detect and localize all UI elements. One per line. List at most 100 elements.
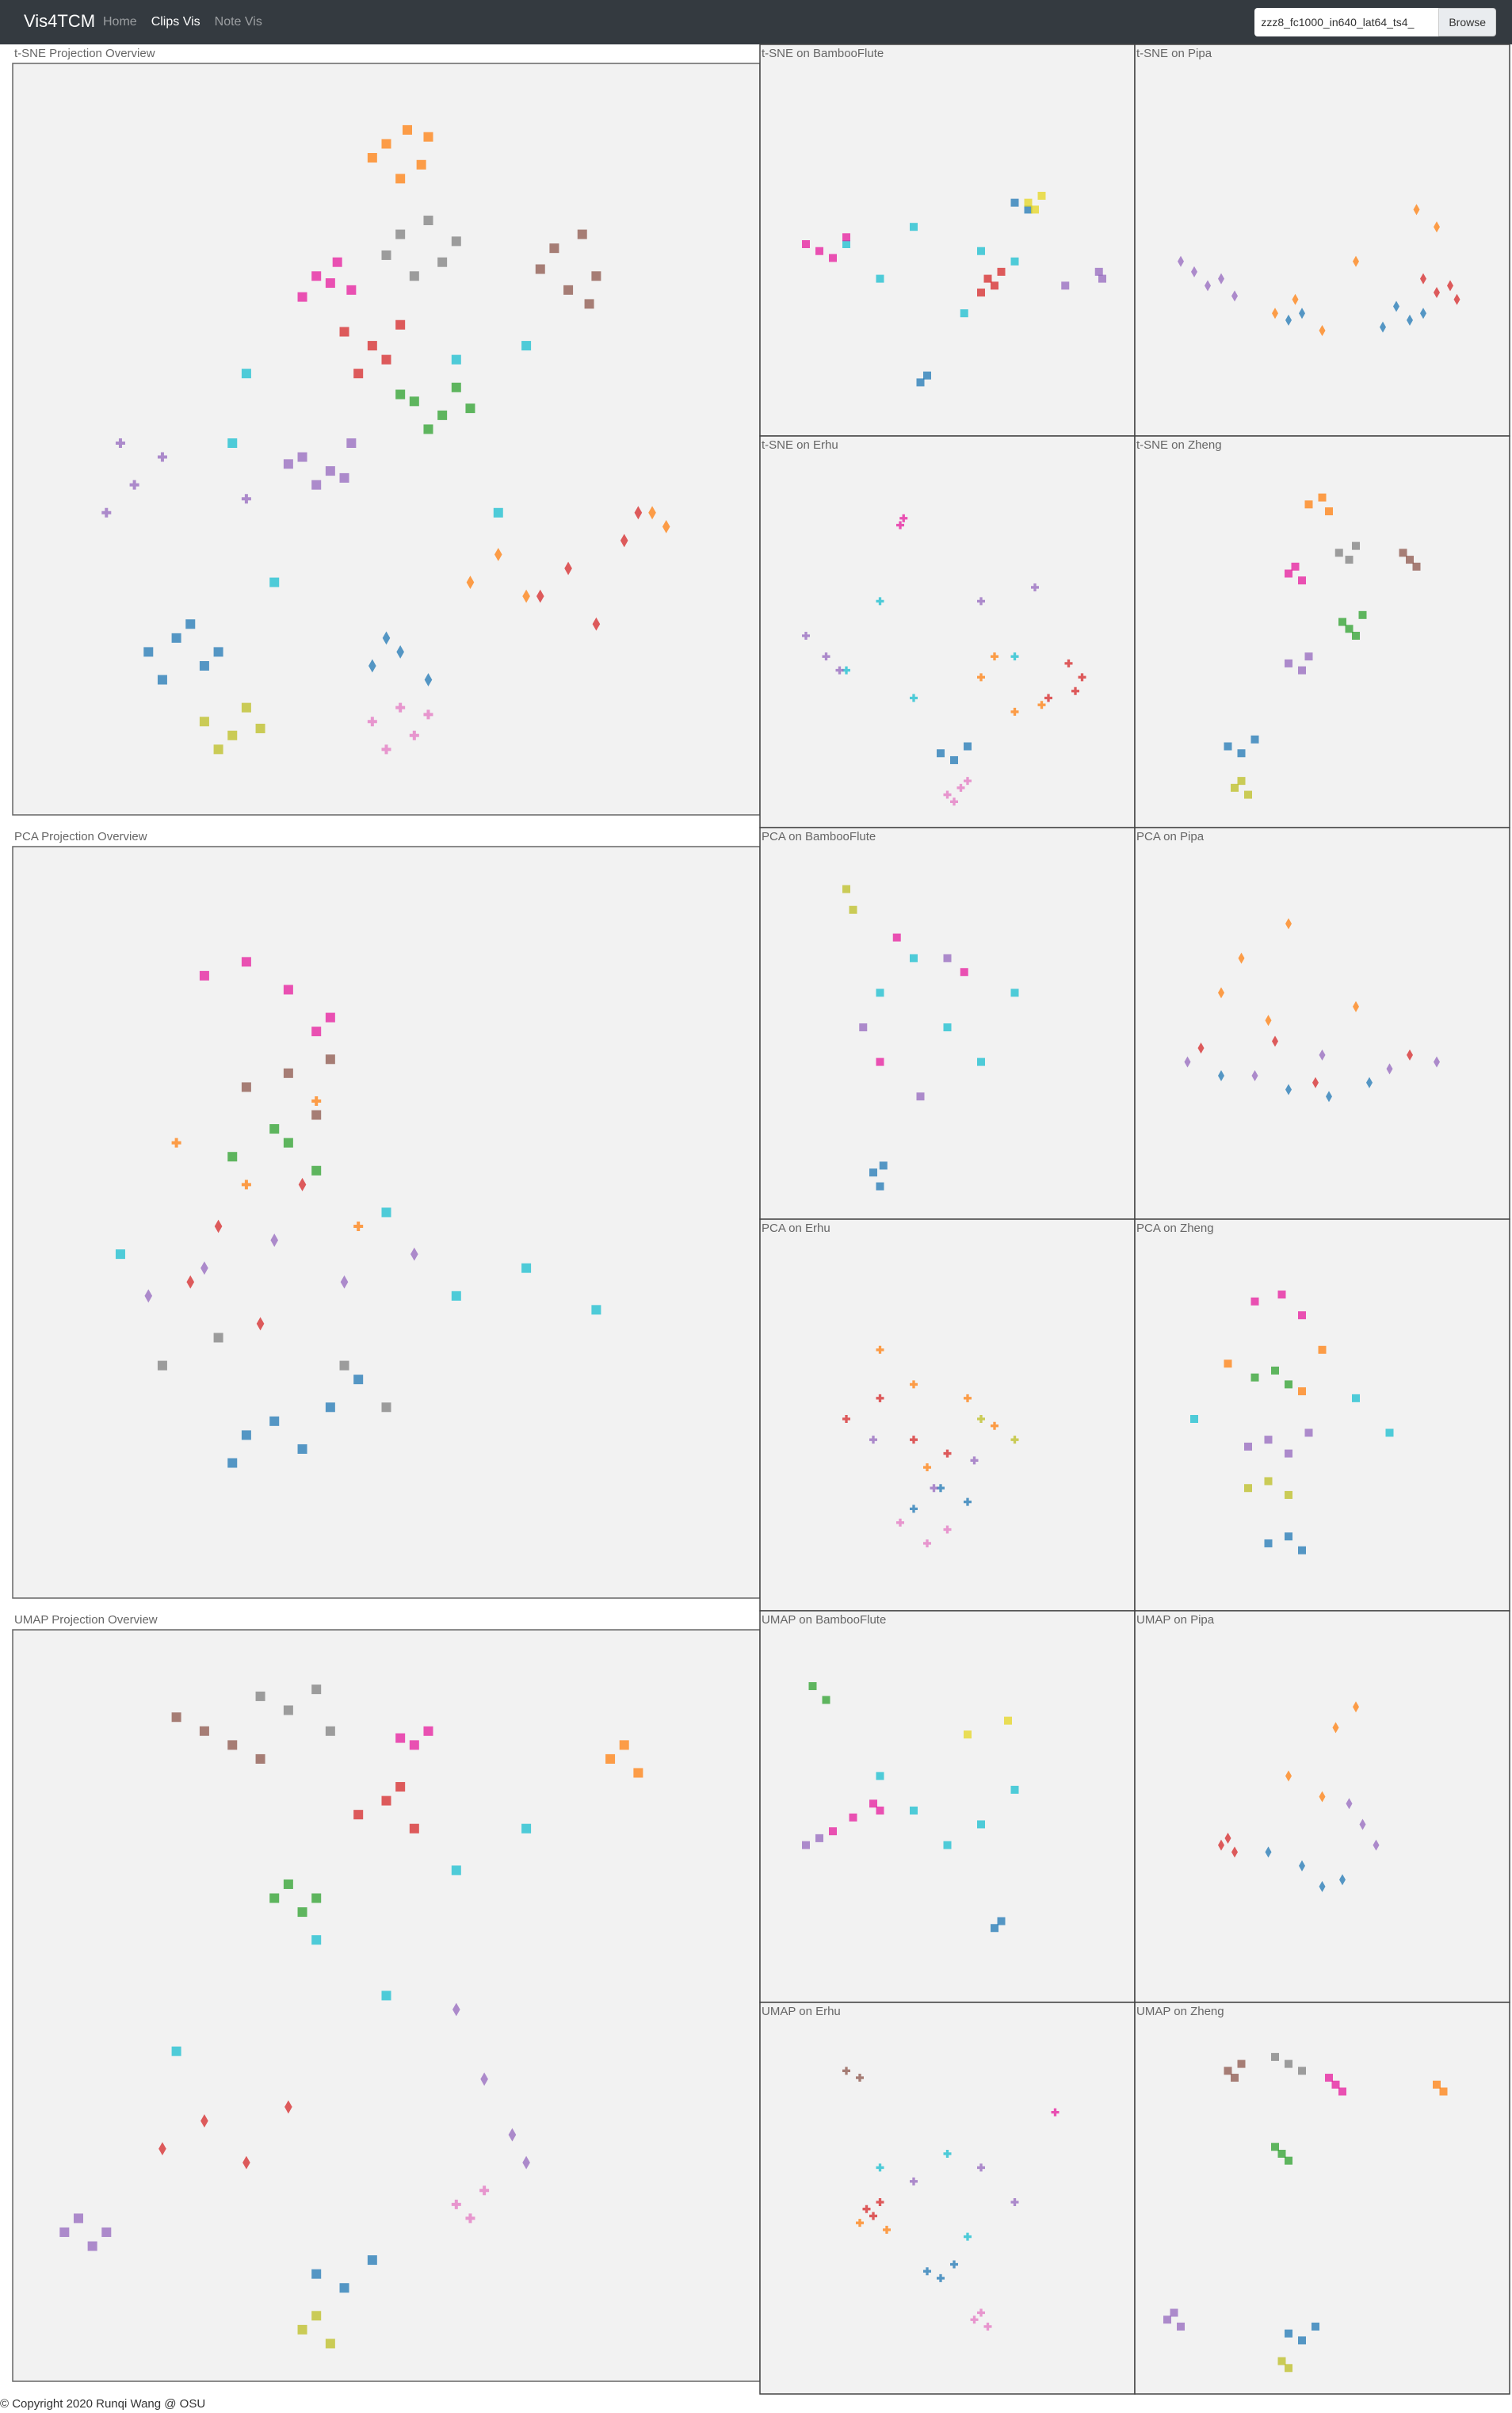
scatter-point: [1004, 1716, 1012, 1725]
scatter-point: [1299, 308, 1305, 319]
scatter-point: [923, 1463, 932, 1472]
scatter-point: [521, 341, 532, 351]
scatter-point: [353, 369, 364, 379]
scatter-point: [1285, 1490, 1292, 1499]
scatter-point: [549, 243, 559, 254]
scatter-point: [1352, 632, 1360, 640]
scatter-point: [842, 2067, 851, 2075]
scatter-point: [213, 744, 223, 755]
brand[interactable]: Vis4TCM: [24, 11, 96, 31]
scatter-point: [423, 216, 433, 226]
scatter-point: [876, 1394, 884, 1402]
scatter-point: [437, 257, 448, 267]
scatter-point: [242, 2155, 250, 2170]
panel-title: t-SNE on BambooFlute: [762, 47, 884, 60]
scatter-point: [1319, 325, 1326, 336]
scatter-point: [1265, 1015, 1272, 1027]
scatter-point: [815, 247, 823, 255]
scatter-point: [950, 2260, 959, 2269]
scatter-point: [1037, 701, 1046, 709]
scatter-point: [536, 589, 544, 603]
scatter-point: [381, 1207, 391, 1218]
scatter-point: [1453, 293, 1460, 305]
scatter-point: [876, 2198, 884, 2206]
scatter-point: [943, 1841, 952, 1849]
scatter-point: [1331, 2080, 1340, 2089]
scatter-point: [964, 2232, 972, 2241]
scatter-point: [1051, 2108, 1060, 2117]
scatter-point: [1298, 666, 1306, 675]
scatter-point: [869, 1799, 877, 1808]
nav-link[interactable]: Home: [103, 15, 137, 29]
scatter-point: [943, 1449, 952, 1458]
scatter-point: [956, 783, 965, 792]
scatter-point: [283, 1138, 293, 1148]
scatter-point: [1237, 2059, 1246, 2068]
scatter-point: [423, 132, 433, 142]
file-input[interactable]: zzz8_fc1000_in640_lat64_ts4_: [1254, 8, 1439, 36]
scatter-point: [1366, 1076, 1373, 1088]
scatter-point: [849, 905, 857, 914]
scatter-point: [1393, 300, 1399, 312]
scatter-point: [970, 1456, 979, 1465]
scatter-point: [1345, 625, 1354, 633]
scatter-point: [835, 666, 844, 675]
scatter-point: [1071, 686, 1080, 695]
scatter-point: [283, 459, 293, 469]
scatter-point: [311, 1685, 322, 1695]
scatter-point: [311, 271, 322, 281]
browse-button[interactable]: Browse: [1438, 8, 1496, 36]
scatter-point: [382, 631, 391, 645]
scatter-point: [73, 2213, 83, 2224]
scatter-point: [1319, 1880, 1326, 1892]
scatter-point: [311, 1165, 322, 1176]
scatter-point: [977, 1415, 986, 1424]
scatter-point: [158, 2142, 166, 2155]
scatter-point: [311, 480, 322, 490]
scatter-point: [325, 1402, 335, 1413]
panel: [1134, 44, 1510, 437]
scatter-point: [822, 652, 830, 661]
scatter-point: [1250, 1297, 1259, 1306]
scatter-point: [1304, 500, 1313, 509]
scatter-point: [1285, 918, 1292, 930]
scatter-point: [1271, 2052, 1279, 2061]
scatter-point: [1298, 2067, 1306, 2075]
scatter-point: [353, 1222, 364, 1231]
scatter-point: [997, 1917, 1006, 1925]
scatter-point: [1277, 2149, 1286, 2158]
scatter-point: [494, 548, 502, 561]
nav-link[interactable]: Note Vis: [214, 15, 262, 29]
scatter-point: [325, 466, 335, 476]
scatter-point: [1094, 267, 1103, 276]
scatter-point: [662, 519, 670, 533]
scatter-point: [227, 1458, 238, 1468]
scatter-point: [1264, 1477, 1273, 1486]
scatter-point: [876, 1057, 884, 1066]
scatter-point: [1244, 1484, 1252, 1493]
scatter-point: [311, 1096, 322, 1106]
scatter-point: [480, 2072, 488, 2086]
nav-link[interactable]: Clips Vis: [151, 15, 200, 29]
scatter-point: [311, 1027, 322, 1037]
scatter-point: [1285, 569, 1292, 578]
scatter-point: [129, 480, 139, 490]
panel: [759, 2002, 1136, 2395]
panel-title: UMAP on Erhu: [762, 2005, 841, 2018]
scatter-point: [1031, 205, 1039, 214]
scatter-point: [1010, 198, 1019, 207]
scatter-point: [1224, 1832, 1231, 1844]
scatter-point: [59, 2227, 70, 2237]
scatter-point: [943, 2149, 952, 2158]
scatter-point: [395, 389, 406, 400]
scatter-point: [325, 1012, 335, 1023]
scatter-point: [1319, 1049, 1326, 1061]
scatter-point: [115, 438, 125, 448]
panel-title: PCA on Pipa: [1136, 830, 1205, 843]
scatter-point: [325, 278, 335, 289]
scatter-point: [508, 2128, 517, 2142]
scatter-point: [1407, 1049, 1413, 1061]
scatter-point: [381, 1402, 391, 1413]
